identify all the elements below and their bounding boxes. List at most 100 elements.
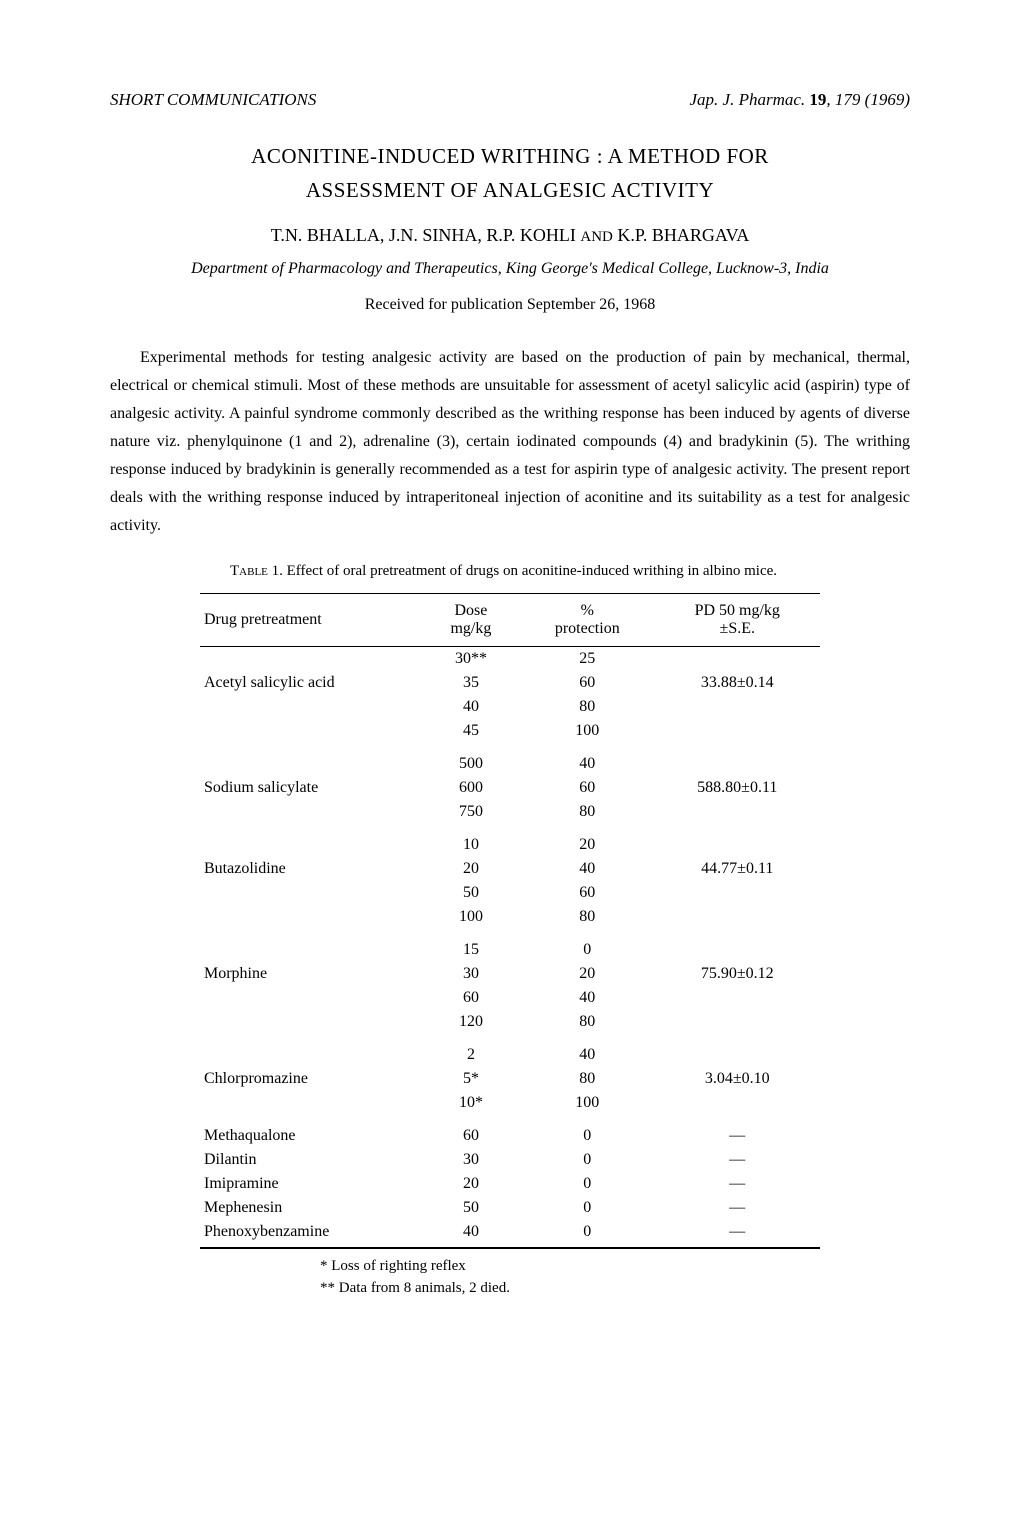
cell-drug: Acetyl salicylic acid xyxy=(200,671,422,695)
table-row: 50040 xyxy=(200,743,820,776)
journal-reference: Jap. J. Pharmac. 19, 179 (1969) xyxy=(690,90,911,110)
title-line-2: ASSESSMENT OF ANALGESIC ACTIVITY xyxy=(306,178,714,202)
article-title: ACONITINE-INDUCED WRITHING : A METHOD FO… xyxy=(110,140,910,207)
table-row: Acetyl salicylic acid356033.88±0.14 xyxy=(200,671,820,695)
cell-dose: 50 xyxy=(422,881,520,905)
cell-dose: 60 xyxy=(422,986,520,1010)
cell-drug xyxy=(200,800,422,824)
cell-pd50: — xyxy=(655,1148,820,1172)
author-list: T.N. BHALLA, J.N. SINHA, R.P. KOHLI AND … xyxy=(110,225,910,246)
cell-protection: 60 xyxy=(520,671,654,695)
running-header: SHORT COMMUNICATIONS Jap. J. Pharmac. 19… xyxy=(110,90,910,110)
cell-drug xyxy=(200,1034,422,1067)
cell-drug xyxy=(200,929,422,962)
page-container: SHORT COMMUNICATIONS Jap. J. Pharmac. 19… xyxy=(0,0,1020,1350)
cell-dose: 20 xyxy=(422,857,520,881)
table-row: Methaqualone600— xyxy=(200,1115,820,1148)
cell-drug: Methaqualone xyxy=(200,1115,422,1148)
body-paragraph: Experimental methods for testing analges… xyxy=(110,344,910,540)
cell-protection: 25 xyxy=(520,646,654,671)
cell-dose: 30 xyxy=(422,1148,520,1172)
cell-drug xyxy=(200,824,422,857)
col-protection: %protection xyxy=(520,593,654,646)
section-title: SHORT COMMUNICATIONS xyxy=(110,90,316,110)
cell-drug xyxy=(200,881,422,905)
cell-pd50 xyxy=(655,695,820,719)
table-row: 240 xyxy=(200,1034,820,1067)
cell-dose: 10 xyxy=(422,824,520,857)
cell-protection: 60 xyxy=(520,776,654,800)
table-row: Imipramine200— xyxy=(200,1172,820,1196)
cell-drug: Phenoxybenzamine xyxy=(200,1220,422,1248)
footnote-1: * Loss of righting reflex xyxy=(320,1255,910,1278)
cell-pd50 xyxy=(655,881,820,905)
table-footnotes: * Loss of righting reflex ** Data from 8… xyxy=(320,1255,910,1300)
cell-drug xyxy=(200,719,422,743)
cell-drug xyxy=(200,695,422,719)
cell-protection: 40 xyxy=(520,1034,654,1067)
table-row: 5060 xyxy=(200,881,820,905)
table-row: Morphine302075.90±0.12 xyxy=(200,962,820,986)
cell-drug xyxy=(200,1091,422,1115)
table-row: Chlorpromazine5*803.04±0.10 xyxy=(200,1067,820,1091)
cell-dose: 120 xyxy=(422,1010,520,1034)
authors-last: K.P. BHARGAVA xyxy=(613,225,749,245)
authors-and: AND xyxy=(580,229,613,245)
cell-drug: Morphine xyxy=(200,962,422,986)
col-pd50: PD 50 mg/kg±S.E. xyxy=(655,593,820,646)
cell-dose: 40 xyxy=(422,1220,520,1248)
cell-pd50: 3.04±0.10 xyxy=(655,1067,820,1091)
table-row: 45100 xyxy=(200,719,820,743)
cell-dose: 500 xyxy=(422,743,520,776)
table-row: 10*100 xyxy=(200,1091,820,1115)
table-row: 150 xyxy=(200,929,820,962)
cell-pd50: — xyxy=(655,1172,820,1196)
cell-protection: 80 xyxy=(520,1010,654,1034)
table-row: 1020 xyxy=(200,824,820,857)
volume-number: 19 xyxy=(809,90,826,109)
cell-drug: Dilantin xyxy=(200,1148,422,1172)
table-label: Table 1. xyxy=(230,563,283,579)
table-row: Sodium salicylate60060588.80±0.11 xyxy=(200,776,820,800)
cell-pd50 xyxy=(655,800,820,824)
cell-protection: 40 xyxy=(520,857,654,881)
cell-dose: 30 xyxy=(422,962,520,986)
footnote-2: ** Data from 8 animals, 2 died. xyxy=(320,1277,910,1300)
cell-dose: 15 xyxy=(422,929,520,962)
data-table: Drug pretreatment Dosemg/kg %protection … xyxy=(200,593,820,1249)
table-row: 12080 xyxy=(200,1010,820,1034)
table-row: 4080 xyxy=(200,695,820,719)
table-row: Phenoxybenzamine400— xyxy=(200,1220,820,1248)
cell-pd50: — xyxy=(655,1115,820,1148)
table-header-row: Drug pretreatment Dosemg/kg %protection … xyxy=(200,593,820,646)
affiliation: Department of Pharmacology and Therapeut… xyxy=(110,260,910,278)
cell-protection: 100 xyxy=(520,719,654,743)
table-row: Mephenesin500— xyxy=(200,1196,820,1220)
cell-dose: 35 xyxy=(422,671,520,695)
received-date: Received for publication September 26, 1… xyxy=(110,296,910,314)
cell-protection: 80 xyxy=(520,800,654,824)
cell-pd50 xyxy=(655,646,820,671)
cell-dose: 10* xyxy=(422,1091,520,1115)
table-row: Butazolidine204044.77±0.11 xyxy=(200,857,820,881)
cell-drug: Imipramine xyxy=(200,1172,422,1196)
cell-pd50: — xyxy=(655,1220,820,1248)
cell-protection: 100 xyxy=(520,1091,654,1115)
col-dose: Dosemg/kg xyxy=(422,593,520,646)
cell-protection: 40 xyxy=(520,743,654,776)
cell-protection: 80 xyxy=(520,1067,654,1091)
cell-protection: 0 xyxy=(520,1196,654,1220)
table-row: 30**25 xyxy=(200,646,820,671)
cell-drug xyxy=(200,905,422,929)
cell-pd50: 33.88±0.14 xyxy=(655,671,820,695)
cell-pd50: 75.90±0.12 xyxy=(655,962,820,986)
cell-drug xyxy=(200,646,422,671)
cell-drug xyxy=(200,1010,422,1034)
cell-dose: 30** xyxy=(422,646,520,671)
cell-dose: 5* xyxy=(422,1067,520,1091)
cell-protection: 20 xyxy=(520,824,654,857)
cell-protection: 0 xyxy=(520,1220,654,1248)
cell-pd50 xyxy=(655,905,820,929)
table-row: 6040 xyxy=(200,986,820,1010)
cell-drug: Chlorpromazine xyxy=(200,1067,422,1091)
